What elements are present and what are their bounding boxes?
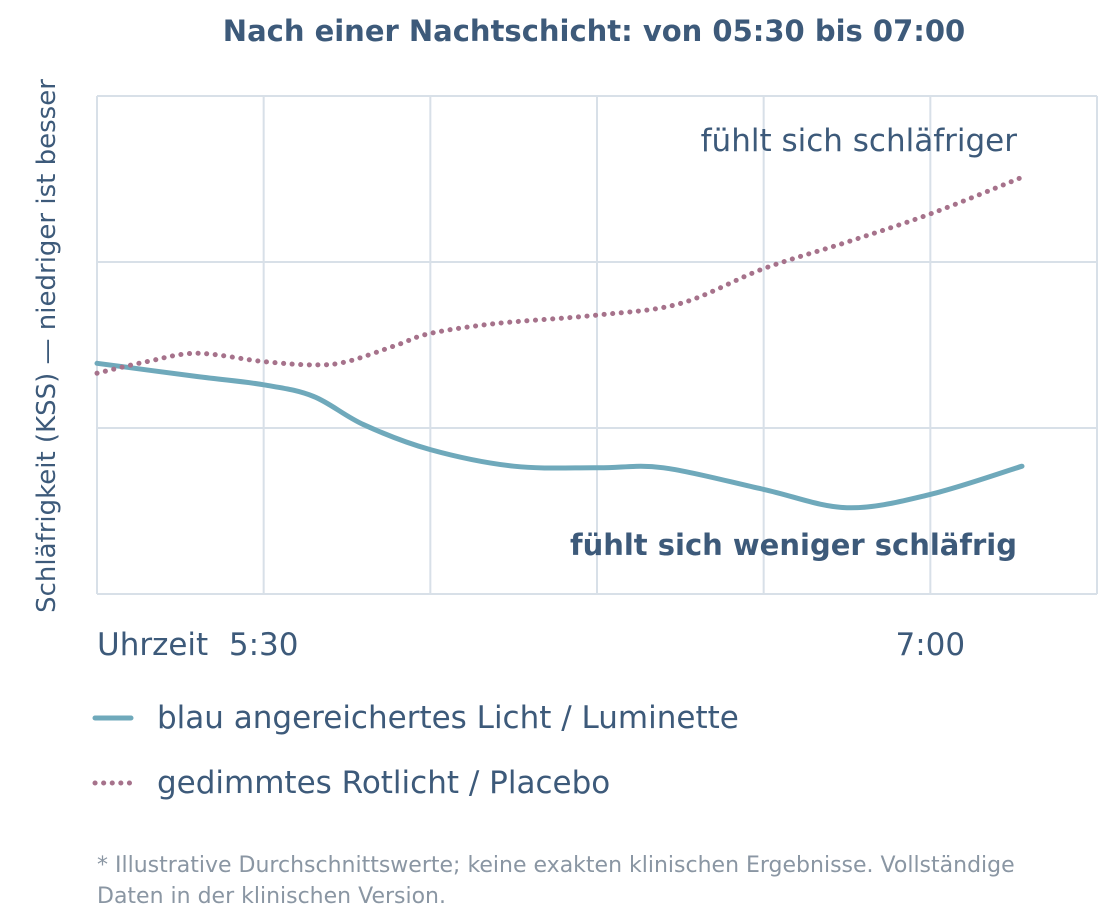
series-lines (94, 174, 1025, 511)
annotation-sleepier: fühlt sich schläfriger (701, 123, 1018, 159)
x-ticks: 5:30 7:00 (229, 627, 965, 663)
x-tick-label: 5:30 (229, 627, 299, 663)
footnote-line-2: Daten in der klinischen Version. (97, 884, 446, 909)
series-line-placebo (94, 174, 1025, 376)
x-tick-label: 7:00 (896, 627, 966, 663)
y-axis-label: Schläfrigkeit (KSS) — niedriger ist bess… (32, 79, 62, 613)
legend-label: blau angereichertes Licht / Luminette (157, 700, 739, 736)
annotation-less-sleepy: fühlt sich weniger schläfrig (570, 528, 1017, 562)
grid (96, 95, 1098, 595)
series-line-luminette (94, 360, 1025, 511)
chart-title: Nach einer Nachtschicht: von 05:30 bis 0… (223, 14, 965, 48)
footnote-line-1: * Illustrative Durchschnittswerte; keine… (97, 853, 1015, 878)
legend-label: gedimmtes Rotlicht / Placebo (157, 765, 610, 801)
x-axis-label: Uhrzeit (97, 627, 208, 663)
legend: blau angereichertes Licht / Luminette ged… (92, 700, 739, 801)
